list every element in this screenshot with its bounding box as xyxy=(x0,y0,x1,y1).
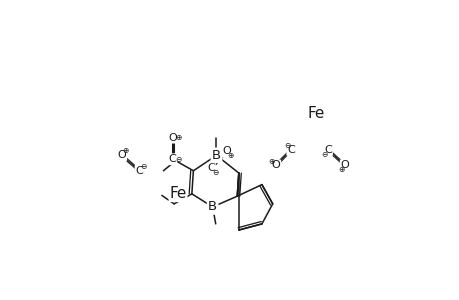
Text: B: B xyxy=(207,200,217,213)
Text: ⊕: ⊕ xyxy=(268,157,274,166)
Text: ⊖: ⊖ xyxy=(140,162,146,171)
Text: B: B xyxy=(212,149,221,162)
Text: C: C xyxy=(324,145,331,155)
Text: ⊕: ⊕ xyxy=(122,146,129,155)
Text: ⊖: ⊖ xyxy=(212,168,218,177)
Text: ⊖: ⊖ xyxy=(320,150,327,159)
Text: C: C xyxy=(168,154,176,164)
Text: O: O xyxy=(340,160,349,170)
Text: O: O xyxy=(168,133,177,142)
Text: ⊕: ⊕ xyxy=(337,165,344,174)
Text: C: C xyxy=(135,166,143,176)
Text: O: O xyxy=(271,160,280,170)
Text: ⊕: ⊕ xyxy=(175,133,181,142)
Text: O: O xyxy=(222,146,230,157)
Text: Fe: Fe xyxy=(307,106,325,121)
Text: ⊕: ⊕ xyxy=(227,151,234,160)
Text: C: C xyxy=(287,145,294,155)
Text: ⊖: ⊖ xyxy=(175,155,181,164)
Text: ⊖: ⊖ xyxy=(283,141,290,150)
Text: C: C xyxy=(207,164,214,173)
Text: Fe: Fe xyxy=(169,186,186,201)
Text: O: O xyxy=(117,150,126,160)
